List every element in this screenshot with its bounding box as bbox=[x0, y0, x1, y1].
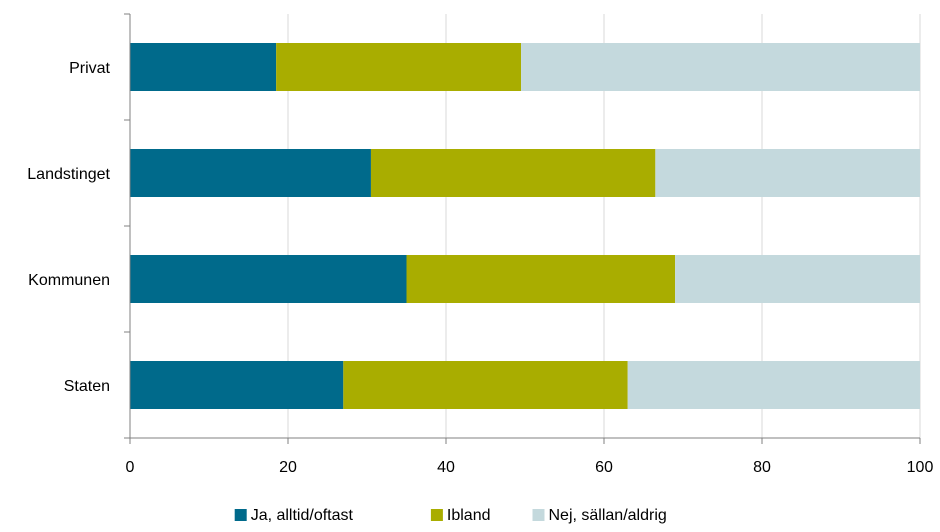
bar-landstinget-series-0 bbox=[130, 149, 371, 197]
category-label-landstinget: Landstinget bbox=[27, 166, 110, 183]
x-tick-label-40: 40 bbox=[437, 459, 455, 476]
bar-landstinget-series-2 bbox=[655, 149, 920, 197]
x-tick-label-100: 100 bbox=[907, 459, 934, 476]
category-label-staten: Staten bbox=[64, 378, 110, 395]
bar-privat-series-2 bbox=[521, 43, 920, 91]
bar-staten-series-1 bbox=[343, 361, 628, 409]
legend-label-1: Ibland bbox=[447, 507, 491, 524]
bar-kommunen-series-2 bbox=[675, 255, 920, 303]
legend-label-2: Nej, sällan/aldrig bbox=[549, 507, 667, 524]
bar-kommunen-series-1 bbox=[406, 255, 676, 303]
axes bbox=[124, 13, 921, 444]
legend-swatch-2 bbox=[532, 509, 545, 521]
x-tick-label-20: 20 bbox=[279, 459, 297, 476]
bar-staten-series-2 bbox=[627, 361, 920, 409]
bar-privat-series-1 bbox=[276, 43, 522, 91]
legend-swatch-1 bbox=[430, 509, 443, 521]
x-tick-labels: 0 20 40 60 80 100 bbox=[126, 459, 934, 476]
category-labels: Privat Landstinget Kommunen Staten bbox=[27, 60, 110, 395]
bar-kommunen-series-0 bbox=[130, 255, 407, 303]
bar-privat-series-0 bbox=[130, 43, 277, 91]
bar-landstinget-series-1 bbox=[370, 149, 656, 197]
x-tick-label-80: 80 bbox=[753, 459, 771, 476]
category-label-privat: Privat bbox=[69, 60, 110, 77]
bar-staten-series-0 bbox=[130, 361, 344, 409]
x-tick-label-60: 60 bbox=[595, 459, 613, 476]
category-label-kommunen: Kommunen bbox=[28, 272, 110, 289]
legend-label-0: Ja, alltid/oftast bbox=[251, 507, 354, 524]
legend-swatch-0 bbox=[234, 509, 247, 521]
x-tick-label-0: 0 bbox=[126, 459, 135, 476]
legend: Ja, alltid/oftast Ibland Nej, sällan/aldri… bbox=[234, 507, 667, 524]
bars bbox=[130, 43, 920, 409]
